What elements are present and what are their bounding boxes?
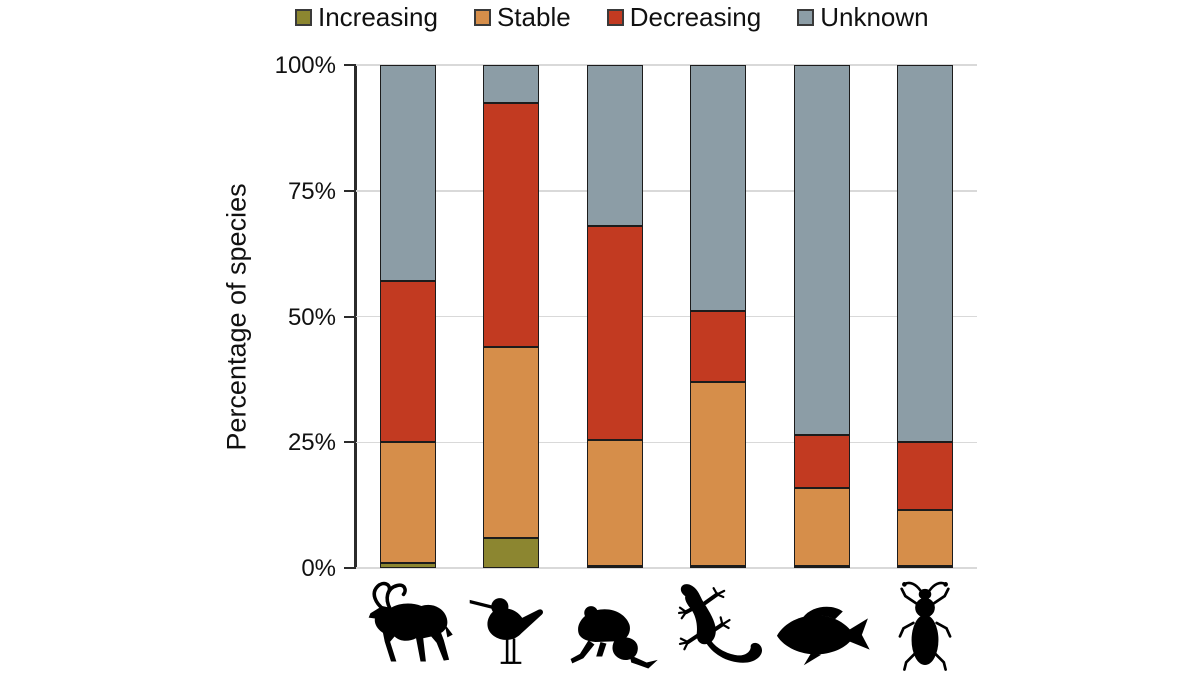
bar-segment-insect-unknown [897, 65, 954, 443]
legend-swatch-decreasing-icon [606, 8, 624, 26]
bar-segment-fish-unknown [793, 65, 850, 435]
bar-segment-bird-stable [483, 346, 540, 538]
gecko-lizard-icon [660, 579, 776, 674]
y-tick-mark-50 [344, 315, 356, 318]
y-tick-mark-75 [344, 189, 356, 192]
legend-item-increasing: Increasing [295, 4, 438, 30]
bar-segment-reptile-decreasing [690, 311, 747, 382]
bar-segment-insect-increasing [897, 565, 954, 568]
y-tick-label-25: 25% [287, 429, 336, 457]
legend-item-unknown: Unknown [797, 2, 929, 32]
sandpiper-bird-icon [468, 579, 554, 674]
plot-area: 0% 25% 50% 75% 100% [275, 54, 977, 581]
legend-label-increasing: Increasing [318, 2, 438, 32]
bar-segment-mammal-increasing [379, 562, 436, 568]
y-tick-label-100: 100% [274, 52, 336, 79]
bar-segment-mammal-stable [379, 442, 436, 563]
gridline-0 [356, 567, 977, 569]
beetle-icon [898, 579, 952, 674]
gridline-50 [356, 315, 977, 318]
chart-legend: Increasing Stable Decreasing Unknown [295, 2, 929, 32]
kudu-antelope-icon [349, 579, 467, 674]
bar-segment-amphibian-increasing [586, 565, 643, 568]
bar-segment-amphibian-stable [586, 439, 643, 566]
gridline-75 [356, 190, 977, 192]
bar-segment-insect-stable [897, 510, 954, 566]
bar-segment-amphibian-decreasing [586, 225, 643, 440]
legend-swatch-stable-icon [473, 8, 491, 26]
bar-segment-amphibian-unknown [586, 65, 643, 226]
bar-segment-mammal-decreasing [379, 281, 436, 443]
y-tick-mark-25 [344, 441, 356, 444]
fish-icon [770, 579, 874, 674]
legend-item-decreasing: Decreasing [606, 2, 762, 32]
y-tick-mark-100 [344, 64, 356, 66]
y-tick-mark-0 [344, 567, 356, 569]
bar-segment-mammal-unknown [379, 65, 436, 282]
y-tick-label-50: 50% [287, 303, 336, 331]
y-tick-label-75: 75% [287, 177, 336, 205]
bar-segment-bird-unknown [483, 65, 540, 103]
legend-label-stable: Stable [496, 2, 571, 32]
gridline-100 [356, 64, 977, 66]
legend-item-stable: Stable [473, 2, 571, 32]
bar-segment-fish-increasing [793, 565, 850, 568]
bar-segment-reptile-stable [690, 381, 747, 566]
bar-segment-bird-increasing [483, 537, 540, 568]
gridline-25 [356, 441, 977, 443]
bar-segment-fish-decreasing [793, 434, 850, 488]
bar-segment-reptile-unknown [690, 65, 747, 312]
bar-segment-reptile-increasing [690, 565, 747, 568]
legend-swatch-increasing-icon [295, 8, 312, 26]
bar-segment-fish-stable [793, 487, 850, 566]
legend-label-decreasing: Decreasing [629, 2, 762, 32]
legend-label-unknown: Unknown [820, 2, 929, 32]
bar-segment-bird-decreasing [483, 102, 540, 347]
legend-swatch-unknown-icon [797, 8, 815, 26]
frog-icon [568, 579, 662, 674]
bar-segment-insect-decreasing [897, 442, 954, 511]
y-tick-label-0: 0% [301, 555, 336, 582]
